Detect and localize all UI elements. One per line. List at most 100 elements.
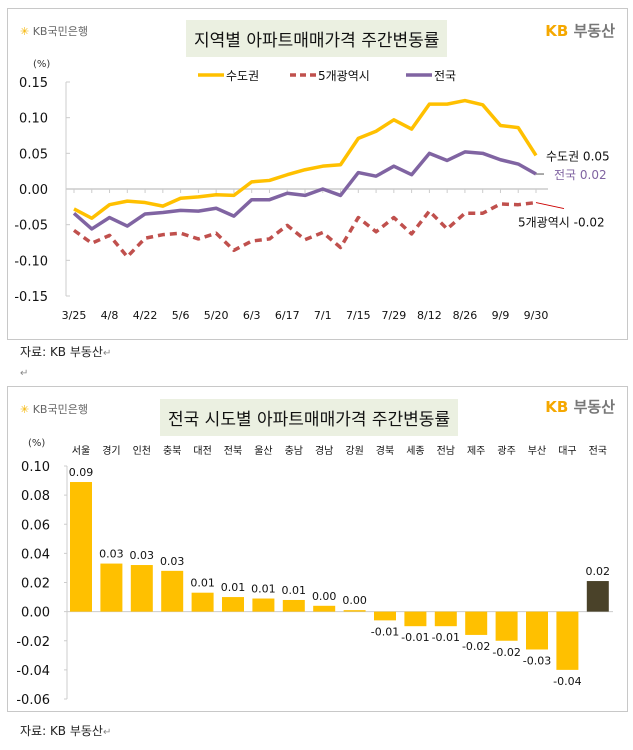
data-label: -0.04 <box>553 675 581 688</box>
x-tick-label: 4/8 <box>101 309 119 322</box>
y-tick-label: 0.05 <box>19 147 48 162</box>
end-label-metro5: 5개광역시 -0.02 <box>518 216 605 230</box>
x-tick-label: 5/6 <box>172 309 190 322</box>
source-note: 자료: KB 부동산↵ <box>20 345 112 359</box>
y-tick-label: 0.00 <box>19 183 48 198</box>
category-label: 서울 <box>72 445 90 457</box>
logo-kb: KB <box>545 22 569 40</box>
bar-광주 <box>495 611 518 641</box>
source-text: 자료: KB 부동산 <box>20 724 103 738</box>
category-label: 세종 <box>406 445 424 457</box>
bar-강원 <box>343 610 366 612</box>
category-label: 강원 <box>345 445 363 457</box>
data-label: -0.01 <box>401 631 429 644</box>
logo-site: 부동산 <box>573 22 615 40</box>
source-note: 자료: KB 부동산↵ <box>20 724 112 738</box>
data-label: 0.03 <box>160 555 185 568</box>
bar-충북 <box>161 570 184 612</box>
x-tick-label: 3/25 <box>62 309 87 322</box>
category-label: 인천 <box>133 445 151 457</box>
data-label: 0.01 <box>251 583 276 596</box>
y-tick-label: 0.02 <box>21 577 50 592</box>
data-label: 0.09 <box>69 466 94 479</box>
y-unit-label: (%) <box>28 438 45 449</box>
category-label: 전남 <box>437 445 455 457</box>
data-label: -0.01 <box>432 631 460 644</box>
x-tick-label: 8/12 <box>417 309 442 322</box>
bar-경북 <box>374 611 396 621</box>
bar-충남 <box>282 599 305 612</box>
y-unit-label: (%) <box>33 59 50 70</box>
category-label: 충남 <box>285 445 303 457</box>
y-tick-label: 0.15 <box>19 76 48 91</box>
data-label: -0.02 <box>492 646 520 659</box>
category-label: 경기 <box>102 444 120 457</box>
legend-label: 전국 <box>434 69 456 83</box>
y-tick-label: 0.06 <box>21 518 50 533</box>
bar-제주 <box>465 611 488 635</box>
kb-realestate-logo: KB 부동산 <box>545 20 615 41</box>
category-label: 전국 <box>589 445 607 457</box>
bar-인천 <box>130 565 153 612</box>
legend-label: 5개광역시 <box>318 69 370 83</box>
y-tick-label: -0.06 <box>16 693 50 708</box>
chart-title: 전국 시도별 아파트매매가격 주간변동률 <box>160 399 459 436</box>
data-label: 0.03 <box>99 548 124 561</box>
bar-경기 <box>100 563 123 612</box>
bar-울산 <box>252 598 275 612</box>
category-label: 경남 <box>315 444 333 457</box>
source-text: 자료: KB 부동산 <box>20 345 103 359</box>
data-label: 0.03 <box>130 549 155 562</box>
data-label: -0.02 <box>462 640 490 653</box>
chart-title: 지역별 아파트매매가격 주간변동률 <box>186 20 448 57</box>
category-label: 전북 <box>224 445 242 457</box>
y-tick-label: 0.10 <box>21 460 50 475</box>
data-label: -0.03 <box>523 654 551 667</box>
y-tick-label: -0.02 <box>16 635 50 650</box>
logo-text: KB국민은행 <box>32 403 88 416</box>
leader-line <box>535 202 565 210</box>
x-tick-label: 8/26 <box>453 309 478 322</box>
bar-대전 <box>191 592 214 612</box>
category-label: 대전 <box>193 445 211 457</box>
x-tick-label: 6/17 <box>275 309 300 322</box>
data-label: 0.00 <box>312 590 337 603</box>
category-label: 대구 <box>558 445 576 457</box>
x-tick-label: 7/29 <box>381 309 406 322</box>
x-tick-label: 4/22 <box>133 309 158 322</box>
end-label-capital: 수도권 0.05 <box>546 149 610 163</box>
logo-site: 부동산 <box>573 398 615 416</box>
y-tick-label: 0.04 <box>21 547 50 562</box>
logo-text: KB국민은행 <box>32 25 88 38</box>
bar-대구 <box>556 611 579 670</box>
x-tick-label: 7/15 <box>346 309 371 322</box>
x-tick-label: 6/3 <box>243 309 261 322</box>
data-label: -0.01 <box>371 625 399 638</box>
bar-경남 <box>313 605 336 612</box>
end-label-national: 전국 0.02 <box>554 168 607 182</box>
kb-bank-logo: ✳ KB국민은행 <box>20 403 88 416</box>
category-label: 충북 <box>163 445 181 457</box>
legend-label: 수도권 <box>226 69 259 83</box>
x-tick-label: 5/20 <box>204 309 229 322</box>
y-tick-label: 0.00 <box>21 606 50 621</box>
bar-세종 <box>404 611 427 627</box>
category-label: 광주 <box>497 445 515 457</box>
category-label: 부산 <box>528 445 546 457</box>
bar-서울 <box>70 482 92 612</box>
series-line-0 <box>73 98 538 220</box>
y-tick-label: -0.10 <box>14 254 48 269</box>
logo-kb: KB <box>545 398 569 416</box>
paragraph-mark: ↵ <box>20 368 29 379</box>
bar-chart-panel: ✳ KB국민은행 전국 시도별 아파트매매가격 주간변동률 KB 부동산 (%)… <box>7 386 628 712</box>
data-label: 0.01 <box>190 577 215 590</box>
bar-부산 <box>526 611 548 650</box>
bar-chart: (%)0.100.080.060.040.020.00-0.02-0.04-0.… <box>16 438 613 708</box>
y-tick-label: -0.15 <box>14 290 48 305</box>
bar-전남 <box>434 611 457 627</box>
x-tick-label: 9/30 <box>524 309 549 322</box>
data-label: 0.00 <box>342 594 367 607</box>
x-tick-label: 9/9 <box>492 309 510 322</box>
category-label: 제주 <box>467 445 485 457</box>
data-label: 0.01 <box>221 581 246 594</box>
